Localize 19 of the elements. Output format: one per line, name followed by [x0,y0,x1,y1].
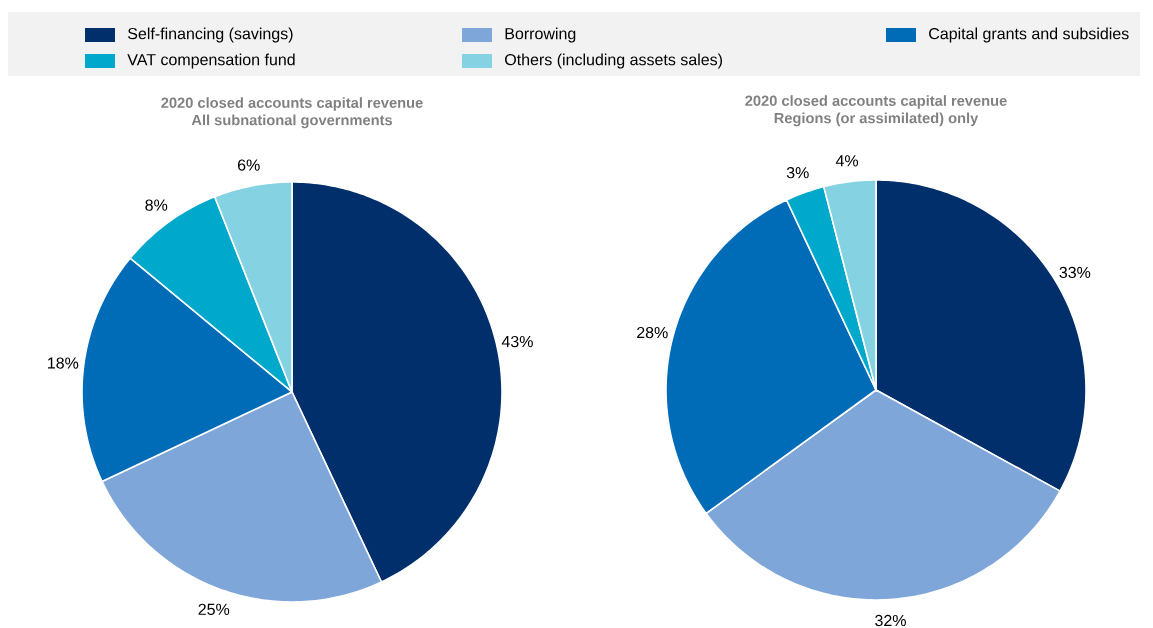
legend-label: Capital grants and subsidies [929,27,1129,43]
chart-subtitle: Regions (or assimilated) only [774,112,979,127]
data-label: 25% [198,603,230,615]
data-label: 43% [501,335,533,348]
text: All subnational governments [191,114,393,129]
data-label: 8% [145,199,168,211]
legend-label: Borrowing [505,27,576,43]
data-label: 32% [875,614,906,627]
data-label: 18% [48,357,79,369]
legend-label: Others (including assets sales) [505,53,722,69]
data-label: 28% [637,326,668,339]
legend-label: VAT compensation fund [127,53,295,69]
chart-title: 2020 closed accounts capital revenue [745,95,1007,109]
data-label: 33% [1059,266,1091,279]
data-label: 4% [835,155,859,167]
data-label: 6% [237,159,260,171]
text: 2020 closed accounts capital revenue [161,97,423,111]
data-label: 3% [786,166,809,179]
legend-label: Self-financing (savings) [128,27,293,43]
